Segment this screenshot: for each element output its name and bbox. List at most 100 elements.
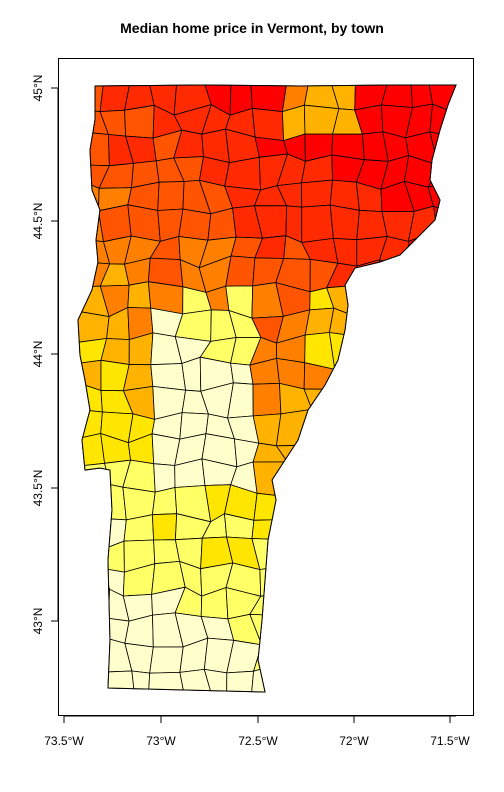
town-polygon: [304, 466, 336, 496]
town-polygon: [407, 408, 439, 439]
map-title: Median home price in Vermont, by town: [120, 20, 384, 36]
town-polygon: [328, 436, 358, 471]
town-polygon: [275, 662, 312, 692]
town-polygon: [157, 181, 185, 211]
town-polygon: [352, 444, 387, 469]
town-polygon: [429, 638, 456, 675]
town-polygon: [351, 460, 382, 492]
town-polygon: [433, 408, 456, 445]
town-polygon: [429, 587, 456, 621]
town-polygon: [403, 383, 435, 419]
town-polygon: [387, 569, 413, 596]
town-polygon: [380, 490, 413, 521]
state-outline-stroke: [77, 84, 457, 693]
x-tick-label: 72.5°W: [238, 734, 278, 748]
town-polygon: [356, 667, 382, 692]
town-polygon: [427, 435, 456, 462]
town-polygon: [303, 492, 336, 518]
town-polygon: [310, 636, 337, 675]
town-polygon: [98, 204, 132, 243]
town-polygon: [285, 591, 309, 621]
town-polygon: [307, 567, 337, 596]
town-polygon: [404, 667, 439, 692]
town-polygon: [281, 513, 304, 545]
town-polygon: [353, 535, 389, 571]
town-polygon: [404, 638, 434, 669]
town-polygon: [353, 587, 389, 625]
town-polygon: [326, 565, 362, 596]
town-polygon: [78, 535, 108, 570]
town-polygon: [376, 437, 415, 469]
town-polygon: [332, 358, 365, 390]
town-polygon: [407, 256, 437, 293]
x-tick-label: 71.5°W: [430, 734, 470, 748]
town-polygon: [335, 613, 357, 645]
town-polygon: [105, 670, 135, 692]
town-polygon: [150, 363, 187, 391]
town-polygon: [78, 310, 110, 343]
town-polygon: [376, 466, 415, 493]
town-polygon: [281, 638, 314, 675]
town-polygon: [226, 670, 255, 692]
town-polygon: [78, 85, 104, 113]
y-tick-label: 45°N: [31, 75, 45, 102]
town-polygon: [427, 561, 456, 591]
town-polygon: [380, 85, 413, 108]
town-polygon: [434, 256, 456, 294]
y-tick-label: 44°N: [31, 341, 45, 368]
town-polygon: [283, 461, 311, 497]
town-polygon: [310, 408, 334, 446]
town-polygon: [353, 565, 389, 595]
town-polygon: [179, 668, 212, 692]
x-tick-label: 73.5°W: [44, 734, 84, 748]
x-axis: 73.5°W 73°W 72.5°W 72°W 71.5°W: [44, 715, 470, 748]
town-polygon: [78, 588, 111, 619]
town-polygon: [330, 459, 354, 494]
town-polygon: [354, 383, 387, 419]
town-polygon: [127, 281, 152, 309]
x-tick-label: 72°W: [339, 734, 369, 748]
town-polygon: [326, 587, 355, 625]
town-polygon: [78, 512, 108, 549]
town-polygon: [78, 462, 111, 489]
town-polygon: [353, 621, 383, 649]
town-polygon: [380, 519, 413, 540]
town-polygon: [78, 131, 110, 167]
town-polygon: [309, 436, 332, 471]
town-polygon: [301, 204, 334, 243]
town-polygon: [411, 491, 439, 521]
town-polygon: [98, 484, 127, 521]
town-polygon: [305, 613, 338, 640]
town-polygon: [78, 669, 107, 692]
town-polygon: [427, 545, 456, 570]
town-polygon: [410, 337, 439, 369]
town-polygon: [283, 495, 306, 520]
town-polygon: [332, 383, 365, 419]
town-polygon: [252, 382, 282, 417]
town-polygon: [225, 255, 256, 287]
town-polygon: [377, 588, 405, 623]
town-polygon: [354, 284, 386, 320]
town-polygon: [329, 204, 360, 241]
town-polygon: [124, 104, 155, 139]
town-polygon: [403, 616, 431, 641]
town-polygon: [301, 513, 336, 545]
town-polygon: [310, 672, 332, 692]
town-polygon: [411, 458, 439, 498]
town-polygon: [334, 485, 363, 518]
town-polygon: [326, 669, 359, 692]
town-polygon: [402, 587, 437, 620]
town-polygon: [427, 156, 456, 188]
town-polygon: [354, 410, 387, 446]
town-polygon: [148, 671, 185, 692]
town-polygon: [379, 259, 410, 291]
town-polygon: [151, 513, 178, 541]
town-polygon: [328, 535, 362, 573]
town-polygon: [131, 670, 151, 692]
town-polygon: [431, 364, 456, 388]
town-polygon: [78, 638, 110, 673]
town-polygon: [428, 307, 456, 339]
town-polygon: [301, 535, 337, 573]
town-polygon: [285, 564, 310, 596]
